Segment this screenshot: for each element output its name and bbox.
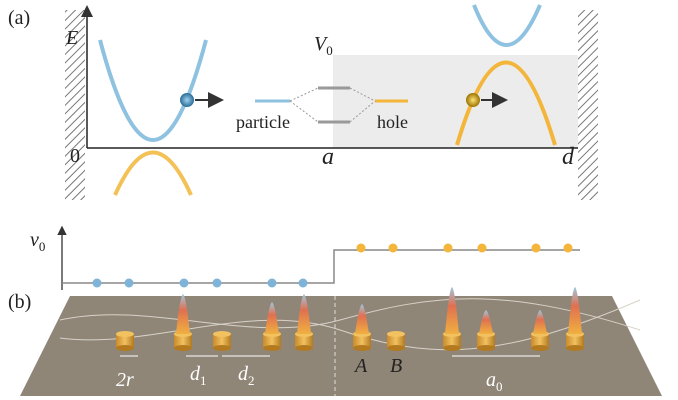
pillar <box>116 345 134 351</box>
pillar <box>213 331 231 337</box>
hole-ball <box>466 93 480 107</box>
band <box>474 5 540 45</box>
pillar <box>174 345 192 351</box>
panel-label: (a) <box>8 7 30 29</box>
pillar <box>353 345 371 351</box>
axis-label: E <box>65 27 78 49</box>
subscript: 0 <box>326 43 333 58</box>
subscript: 0 <box>496 379 503 394</box>
panel-label: (b) <box>8 291 31 313</box>
pillar <box>387 331 405 337</box>
subscript: 0 <box>39 239 46 254</box>
pillar <box>531 345 549 351</box>
pillar <box>116 331 134 337</box>
interface-label: a <box>322 144 334 170</box>
pillar <box>263 345 281 351</box>
site-label: A <box>353 355 368 377</box>
particle-ball <box>180 93 194 107</box>
figure: (a) E V0 0 a d particle hole ν0 (b) 2r d… <box>0 0 678 400</box>
symbol: a <box>486 369 496 391</box>
dots <box>357 244 573 253</box>
site-label: B <box>390 355 402 377</box>
level-label: hole <box>377 112 408 132</box>
band <box>115 153 191 196</box>
axis-label: ν0 <box>30 229 45 254</box>
barrier-label: V0 <box>314 33 333 58</box>
wall <box>578 10 598 200</box>
symbol: ν <box>30 229 39 251</box>
panel-a: (a) E V0 0 a d particle hole <box>8 5 598 200</box>
pillar <box>295 345 313 351</box>
origin-label: 0 <box>70 145 80 167</box>
pillar <box>387 345 405 351</box>
step <box>62 250 580 283</box>
pillar <box>566 345 584 351</box>
subscript: 1 <box>200 373 207 388</box>
radius-label: 2r <box>116 369 134 391</box>
end-label: d <box>562 144 575 170</box>
pillar <box>443 345 461 351</box>
pillar <box>213 345 231 351</box>
level-label: particle <box>236 112 290 132</box>
panel-b: ν0 (b) 2r d1 d2 A B a0 <box>8 228 662 396</box>
subscript: 2 <box>248 373 255 388</box>
band <box>100 40 206 140</box>
pillar <box>477 345 495 351</box>
